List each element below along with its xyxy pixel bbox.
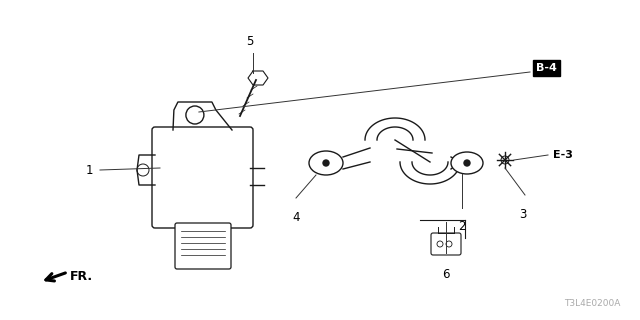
Circle shape (323, 160, 329, 166)
Text: B-4: B-4 (536, 63, 557, 73)
Text: 2: 2 (458, 220, 466, 233)
Text: 4: 4 (292, 211, 300, 224)
Ellipse shape (309, 151, 343, 175)
FancyBboxPatch shape (175, 223, 231, 269)
Text: 3: 3 (519, 208, 527, 221)
Text: FR.: FR. (70, 269, 93, 283)
Text: E-3: E-3 (553, 150, 573, 160)
Text: 6: 6 (442, 268, 450, 281)
Ellipse shape (451, 152, 483, 174)
Text: 5: 5 (246, 35, 253, 48)
FancyBboxPatch shape (152, 127, 253, 228)
FancyBboxPatch shape (431, 233, 461, 255)
Circle shape (464, 160, 470, 166)
Text: T3L4E0200A: T3L4E0200A (564, 299, 620, 308)
Text: 1: 1 (86, 164, 93, 177)
